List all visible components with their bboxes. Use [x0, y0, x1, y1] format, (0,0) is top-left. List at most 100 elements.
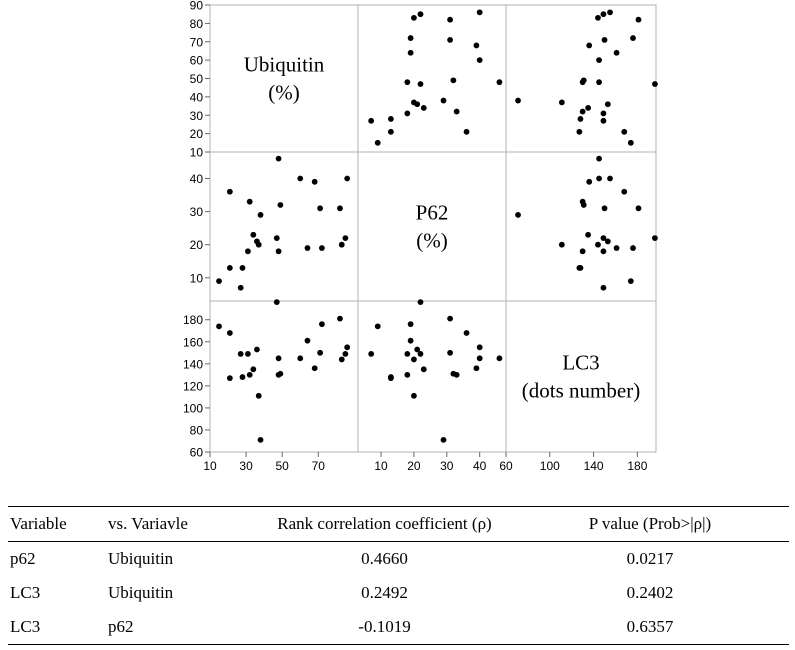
- y-tick-label: 20: [190, 127, 204, 141]
- data-point-lc3-vs-ubiquitin: [277, 370, 284, 377]
- data-point-ubiquitin-vs-lc3: [652, 81, 658, 87]
- cell-vs-variable: p62: [108, 617, 134, 636]
- data-point-lc3-vs-ubiquitin: [250, 366, 257, 373]
- x-tick-label: 100: [540, 459, 560, 473]
- data-point-ubiquitin-vs-lc3: [580, 77, 587, 84]
- data-point-ubiquitin-vs-lc3: [630, 35, 636, 41]
- x-tick-label: 30: [440, 459, 454, 473]
- variable-label-p62: (%): [416, 229, 447, 253]
- data-point-p62-vs-lc3: [627, 278, 634, 285]
- y-tick-label: 60: [190, 446, 204, 460]
- data-point-p62-vs-ubiquitin: [237, 284, 244, 291]
- y-tick-label: 80: [190, 423, 204, 437]
- cell-vs-variable: Ubiquitin: [108, 583, 174, 602]
- cell-rho: -0.1019: [358, 617, 411, 636]
- data-point-lc3-vs-ubiquitin: [239, 374, 246, 380]
- y-tick-label: 160: [183, 335, 203, 349]
- data-point-ubiquitin-vs-p62: [420, 105, 427, 111]
- data-point-p62-vs-ubiquitin: [246, 198, 253, 205]
- data-point-lc3-vs-p62: [450, 370, 457, 377]
- data-point-p62-vs-lc3: [596, 175, 602, 182]
- table-row: LC3 p62 -0.1019 0.6357: [8, 610, 789, 645]
- data-point-ubiquitin-vs-p62: [411, 99, 417, 106]
- data-point-lc3-vs-p62: [463, 330, 470, 336]
- data-point-lc3-vs-ubiquitin: [337, 315, 343, 322]
- data-point-p62-vs-ubiquitin: [275, 248, 282, 255]
- data-point-lc3-vs-ubiquitin: [226, 375, 233, 382]
- data-point-lc3-vs-p62: [411, 392, 417, 399]
- variable-label-lc3: LC3: [562, 351, 599, 375]
- data-point-ubiquitin-vs-lc3: [600, 110, 607, 117]
- cell-rho: 0.4660: [361, 549, 408, 568]
- data-point-p62-vs-ubiquitin: [275, 155, 282, 162]
- header-rank-correlation: Rank correlation coefficient (ρ): [277, 514, 492, 533]
- data-point-ubiquitin-vs-p62: [417, 81, 424, 87]
- cell-p-value: 0.2402: [626, 583, 674, 602]
- x-tick-label: 10: [374, 459, 388, 473]
- cell-p-value: 0.6357: [626, 617, 674, 636]
- y-tick-label: 70: [190, 35, 204, 49]
- y-tick-label: 140: [183, 357, 203, 371]
- data-point-p62-vs-ubiquitin: [311, 178, 318, 185]
- data-point-p62-vs-ubiquitin: [273, 235, 280, 241]
- data-point-p62-vs-ubiquitin: [337, 205, 343, 212]
- y-tick-label: 40: [190, 172, 204, 186]
- data-point-lc3-vs-p62: [440, 436, 447, 443]
- data-point-ubiquitin-vs-lc3: [595, 14, 601, 21]
- data-point-ubiquitin-vs-lc3: [586, 42, 593, 49]
- data-point-p62-vs-lc3: [600, 284, 607, 291]
- data-point-ubiquitin-vs-lc3: [607, 9, 613, 16]
- data-point-ubiquitin-vs-lc3: [579, 108, 586, 115]
- y-tick-label: 10: [190, 271, 204, 285]
- y-tick-label: 10: [190, 146, 204, 160]
- panel-frame: [209, 4, 359, 153]
- data-point-ubiquitin-vs-lc3: [601, 37, 608, 43]
- data-point-p62-vs-lc3: [585, 231, 592, 238]
- data-point-p62-vs-lc3: [596, 155, 602, 162]
- data-point-lc3-vs-p62: [368, 351, 375, 357]
- x-tick-label: 60: [499, 459, 513, 473]
- y-tick-label: 30: [190, 205, 204, 219]
- header-variable: Variable: [10, 514, 67, 533]
- data-point-p62-vs-lc3: [577, 264, 584, 271]
- data-point-lc3-vs-ubiquitin: [273, 299, 280, 306]
- cell-p-value: 0.0217: [626, 549, 674, 568]
- data-point-lc3-vs-p62: [417, 351, 424, 357]
- data-point-ubiquitin-vs-p62: [496, 79, 503, 86]
- data-point-lc3-vs-ubiquitin: [226, 330, 233, 336]
- data-point-ubiquitin-vs-p62: [387, 128, 394, 135]
- data-point-lc3-vs-p62: [473, 365, 480, 372]
- data-point-ubiquitin-vs-lc3: [515, 97, 521, 104]
- y-tick-label: 30: [190, 109, 204, 123]
- y-tick-label: 50: [190, 72, 204, 86]
- data-point-p62-vs-lc3: [604, 238, 611, 245]
- data-point-lc3-vs-ubiquitin: [297, 355, 304, 362]
- data-point-lc3-vs-ubiquitin: [275, 355, 282, 362]
- data-point-ubiquitin-vs-p62: [404, 110, 411, 117]
- data-point-ubiquitin-vs-p62: [476, 9, 483, 16]
- data-point-ubiquitin-vs-lc3: [613, 49, 620, 56]
- data-point-p62-vs-ubiquitin: [245, 248, 251, 255]
- data-point-lc3-vs-p62: [404, 371, 411, 378]
- data-point-lc3-vs-ubiquitin: [342, 351, 349, 357]
- data-point-ubiquitin-vs-p62: [404, 79, 411, 86]
- cell-variable: p62: [10, 549, 36, 568]
- data-point-p62-vs-lc3: [652, 235, 658, 241]
- data-point-ubiquitin-vs-lc3: [596, 79, 602, 86]
- data-point-p62-vs-lc3: [580, 202, 587, 208]
- data-point-p62-vs-lc3: [558, 241, 565, 248]
- data-point-lc3-vs-ubiquitin: [344, 344, 351, 351]
- data-point-lc3-vs-ubiquitin: [255, 392, 262, 399]
- data-point-p62-vs-ubiquitin: [226, 188, 233, 195]
- data-point-lc3-vs-ubiquitin: [317, 349, 323, 356]
- cell-vs-variable: Ubiquitin: [108, 549, 174, 568]
- data-point-p62-vs-lc3: [635, 205, 642, 212]
- data-point-lc3-vs-ubiquitin: [304, 337, 311, 344]
- x-tick-label: 20: [407, 459, 421, 473]
- data-point-p62-vs-ubiquitin: [344, 175, 351, 182]
- data-point-p62-vs-lc3: [613, 245, 620, 251]
- data-point-ubiquitin-vs-p62: [473, 42, 480, 49]
- data-point-lc3-vs-p62: [420, 366, 427, 373]
- data-point-ubiquitin-vs-p62: [476, 57, 483, 64]
- data-point-p62-vs-lc3: [600, 235, 607, 241]
